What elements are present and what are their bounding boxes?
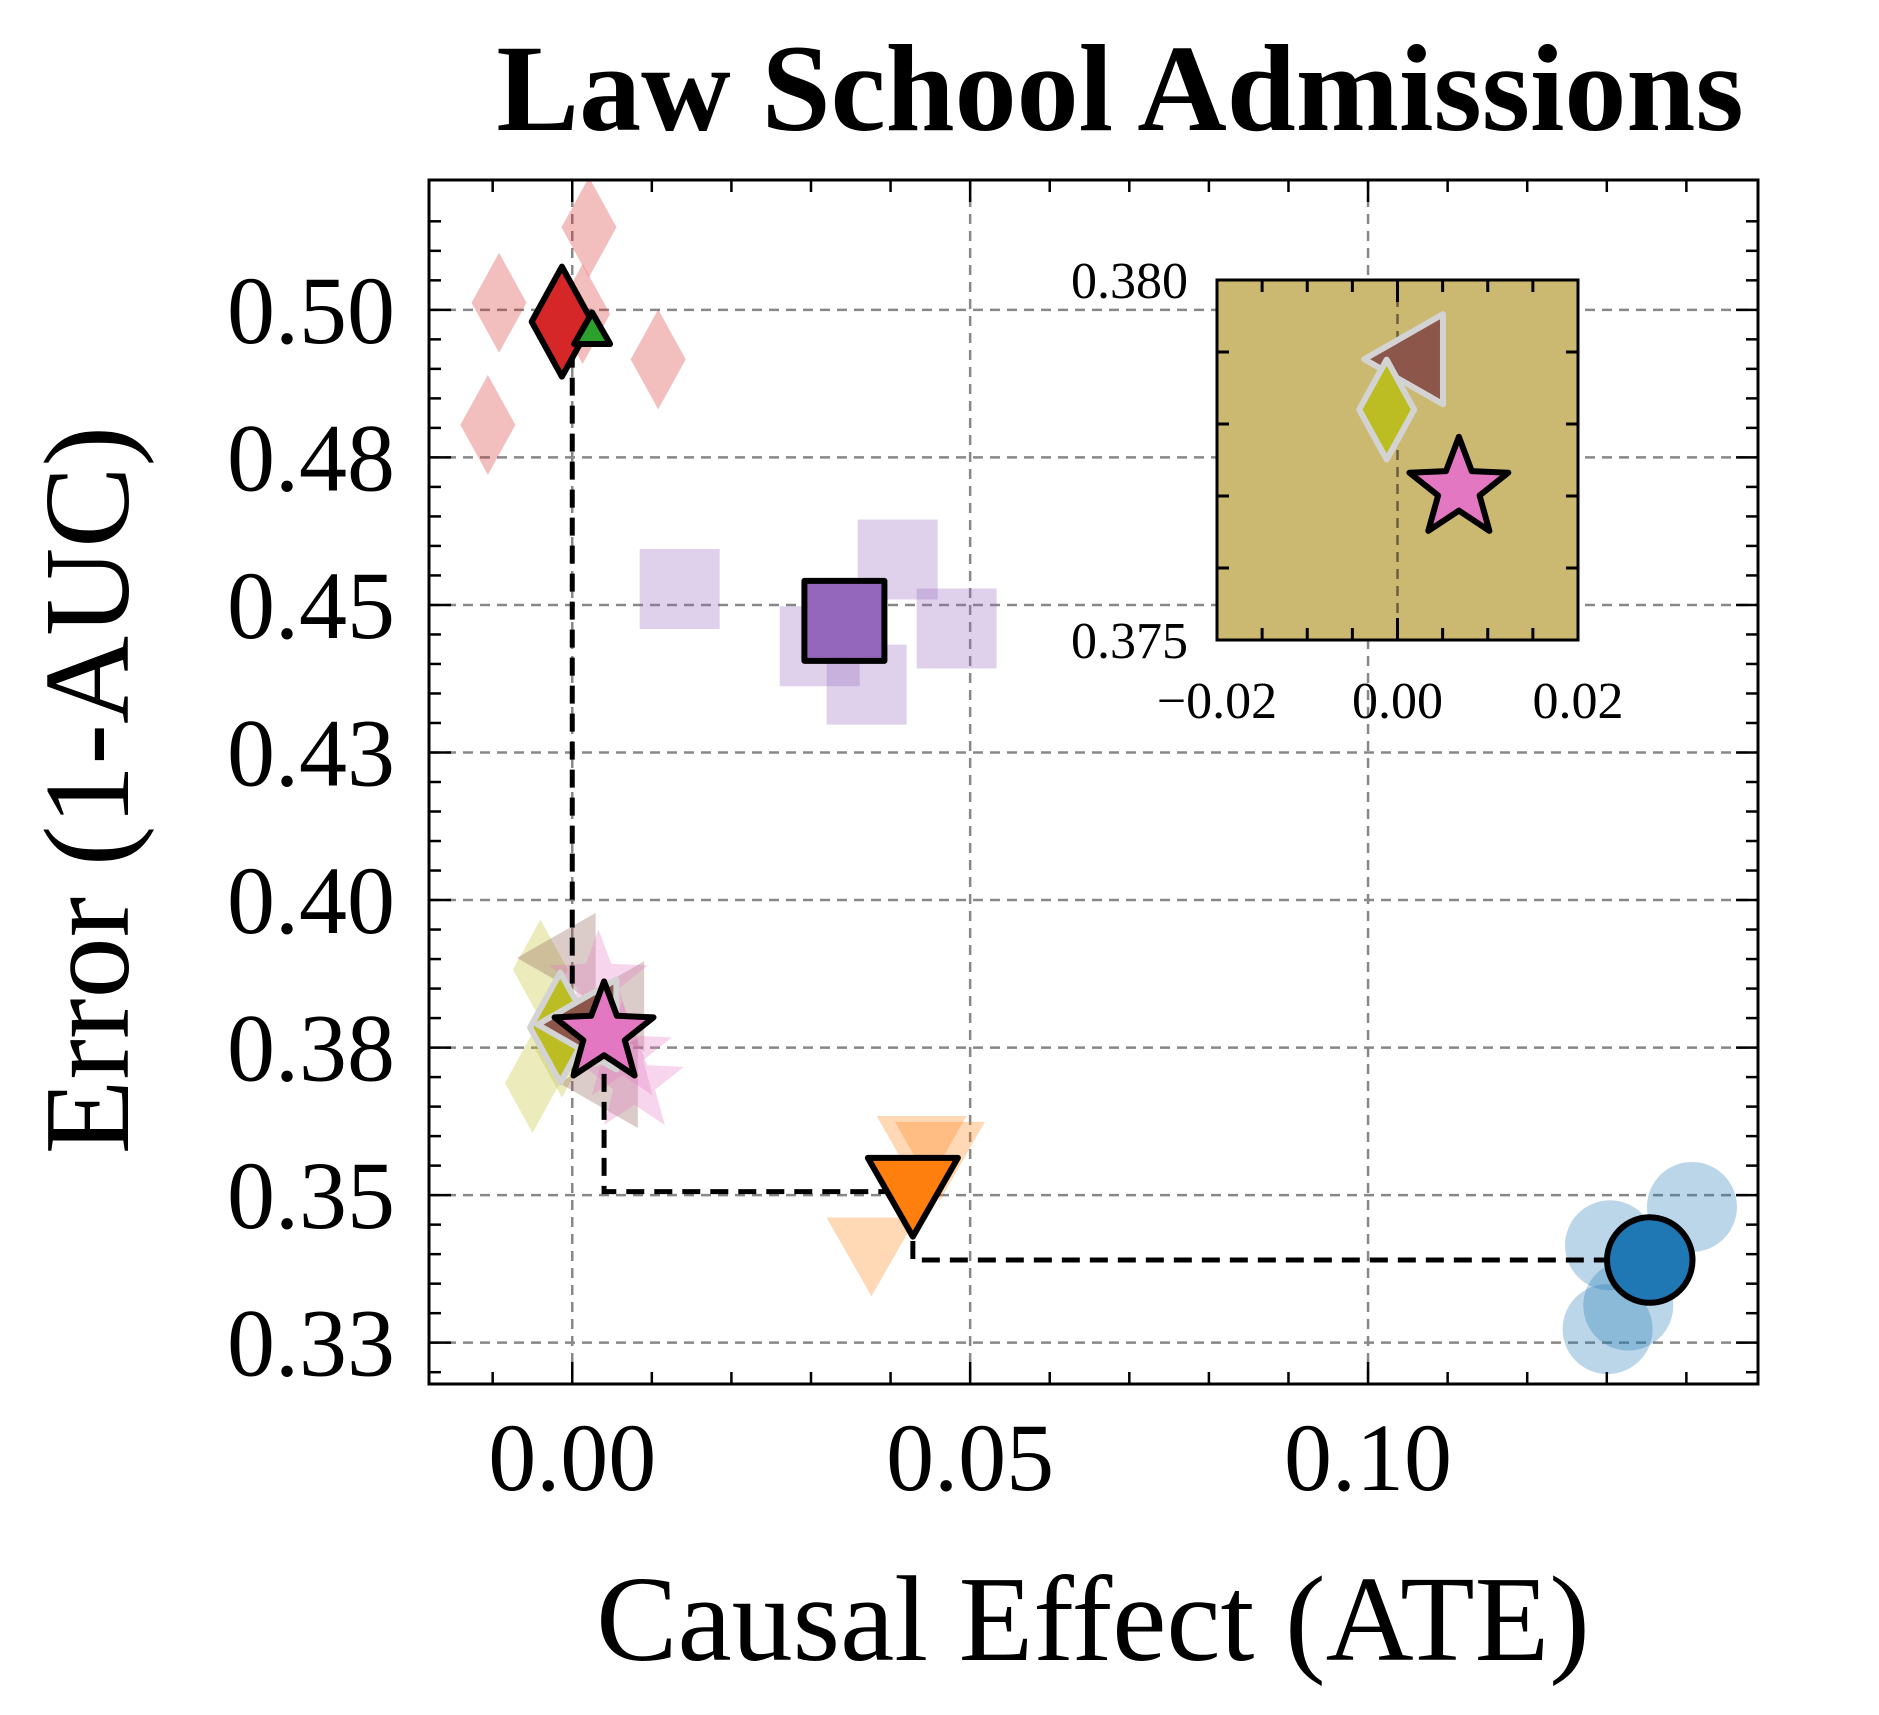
- inset-x-tick-label: −0.02: [1157, 673, 1277, 730]
- y-tick-label: 0.43: [227, 699, 395, 806]
- run-point: [460, 374, 516, 475]
- inset-x-tick-label: 0.00: [1352, 673, 1443, 730]
- inset-axes: −0.02 0.00 0.02 0.380 0.375: [1071, 253, 1624, 730]
- run-point: [471, 252, 527, 353]
- x-axis-label: Causal Effect (ATE): [596, 1552, 1590, 1687]
- inset-y-tick-label: 0.380: [1071, 253, 1188, 310]
- inset-point: [1406, 433, 1512, 534]
- y-tick-label: 0.33: [227, 1290, 395, 1397]
- x-tick-label: 0.05: [886, 1404, 1054, 1511]
- run-point: [916, 588, 997, 669]
- chart-title: Law School Admissions: [496, 20, 1743, 157]
- run-point: [826, 1217, 917, 1297]
- inset-point: [1361, 311, 1446, 408]
- mean-point: [1604, 1214, 1696, 1306]
- run-point: [549, 929, 648, 1024]
- y-tick-label: 0.38: [227, 995, 395, 1102]
- y-tick-label: 0.48: [227, 404, 395, 511]
- y-tick-label: 0.50: [227, 257, 395, 364]
- y-axis-label: Error (1-AUC): [20, 426, 155, 1154]
- mean-point: [864, 1154, 961, 1240]
- run-point: [826, 644, 907, 725]
- run-point: [1562, 1284, 1653, 1375]
- inset-x-tick-label: 0.02: [1533, 673, 1624, 730]
- y-tick-label: 0.40: [227, 847, 395, 954]
- run-point: [630, 309, 686, 410]
- run-point: [639, 549, 720, 630]
- data-points: [460, 180, 1737, 1375]
- mean-point: [528, 263, 596, 380]
- mean-point: [801, 577, 888, 664]
- inset-y-tick-label: 0.375: [1071, 613, 1188, 670]
- inset-point: [1356, 356, 1418, 463]
- x-tick-label: 0.10: [1284, 1404, 1452, 1511]
- run-point: [516, 912, 596, 1003]
- mean-point: [571, 309, 614, 347]
- plot-area: 0.00 0.05 0.10 0.50 0.48 0.45 0.43 0.40 0.38 0.35…: [227, 178, 1760, 1511]
- run-point: [561, 180, 617, 278]
- y-tick-label: 0.45: [227, 552, 395, 659]
- mean-point: [551, 978, 657, 1079]
- x-tick-label: 0.00: [488, 1404, 656, 1511]
- y-tick-label: 0.35: [227, 1142, 395, 1249]
